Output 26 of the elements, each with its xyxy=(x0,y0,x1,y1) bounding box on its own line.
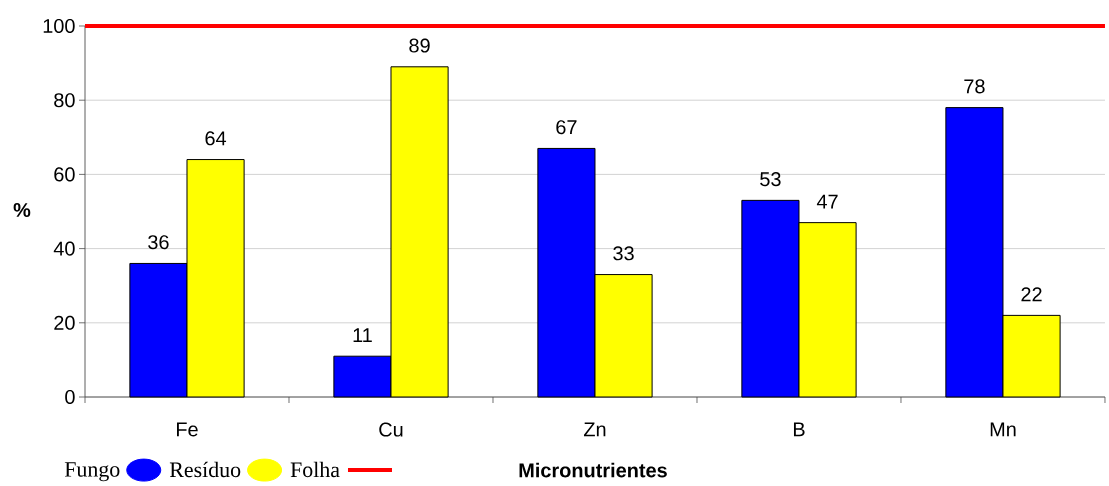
y-tick-label: 0 xyxy=(65,389,75,405)
legend-label: Fungo xyxy=(64,462,120,482)
data-label: 47 xyxy=(816,194,838,209)
y-tick-label: 40 xyxy=(53,241,75,256)
data-label: 22 xyxy=(1021,287,1042,302)
data-label: 78 xyxy=(964,79,985,94)
data-label: 67 xyxy=(556,120,577,135)
y-axis-title: % xyxy=(13,203,31,218)
data-label: 89 xyxy=(409,38,430,53)
x-tick-label: Zn xyxy=(583,422,606,437)
data-label: 33 xyxy=(613,246,634,261)
data-label: 64 xyxy=(205,131,227,146)
x-tick-label: B xyxy=(793,422,805,437)
data-label: 36 xyxy=(148,235,169,250)
x-tick-label: Cu xyxy=(379,422,403,437)
legend-label: Resíduo xyxy=(169,461,241,478)
x-axis-title: Micronutrientes xyxy=(519,462,667,478)
y-tick-label: 80 xyxy=(54,93,75,108)
y-tick-label: 20 xyxy=(54,315,75,330)
x-tick-label: Fe xyxy=(177,422,198,437)
y-tick-label: 100 xyxy=(43,18,75,34)
y-tick-label: 60 xyxy=(54,167,75,182)
data-label: 11 xyxy=(353,328,372,342)
legend-label: Folha xyxy=(290,461,340,478)
x-tick-label: Mn xyxy=(990,422,1016,437)
data-label: 53 xyxy=(760,172,781,187)
